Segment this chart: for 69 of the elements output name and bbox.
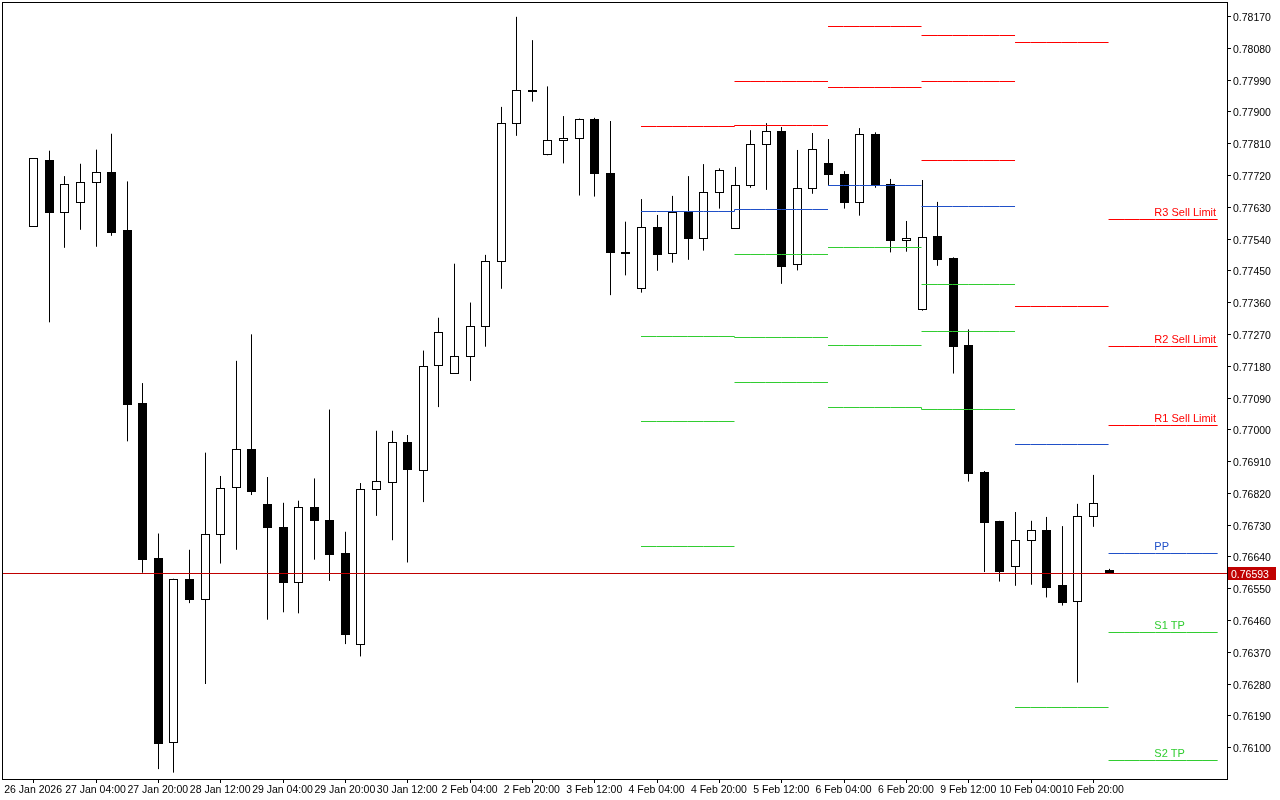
x-tick-label: 6 Feb 20:00 xyxy=(877,783,935,795)
x-tick-label: 2 Feb 20:00 xyxy=(503,783,561,795)
candlestick xyxy=(528,39,537,103)
y-tick-label: 0.78170 xyxy=(1233,10,1272,23)
candlestick xyxy=(185,549,194,604)
y-tick-label: 0.77630 xyxy=(1233,201,1272,214)
y-tick-label: 0.77360 xyxy=(1233,296,1272,309)
candlestick xyxy=(92,149,101,248)
y-tick-label: 0.76100 xyxy=(1233,741,1272,754)
x-tick-label: 29 Jan 04:00 xyxy=(252,783,314,795)
x-tick-label: 10 Feb 04:00 xyxy=(999,783,1062,795)
y-tick-label: 0.77900 xyxy=(1233,105,1272,118)
y-tick-label: 0.76550 xyxy=(1233,582,1272,595)
y-tick-label: 0.76730 xyxy=(1233,519,1272,532)
candlestick xyxy=(1027,520,1036,586)
x-tick-label: 28 Jan 12:00 xyxy=(189,783,251,795)
x-tick-label: 2 Feb 04:00 xyxy=(441,783,498,795)
candlestick xyxy=(310,477,319,561)
series-label: S1 TP xyxy=(1154,618,1185,631)
y-tick-label: 0.76280 xyxy=(1233,678,1272,691)
candlestick xyxy=(1058,525,1067,607)
candlestick xyxy=(450,263,459,374)
x-tick-label: 27 Jan 20:00 xyxy=(127,783,189,795)
x-tick-label: 26 Jan 2026 xyxy=(4,783,63,795)
y-tick-label: 0.76910 xyxy=(1233,455,1272,468)
candlestick xyxy=(76,163,85,231)
y-tick-label: 0.77270 xyxy=(1233,328,1272,341)
candlestick xyxy=(559,115,568,164)
y-tick-label: 0.77720 xyxy=(1233,169,1272,182)
y-tick-label: 0.77090 xyxy=(1233,392,1272,405)
candlestick xyxy=(824,138,833,186)
series-label: S2 TP xyxy=(1154,746,1185,759)
candlestick xyxy=(575,118,584,197)
candlestick xyxy=(263,476,272,621)
x-tick-label: 4 Feb 04:00 xyxy=(628,783,685,795)
candlestick xyxy=(762,122,771,191)
candlestick xyxy=(715,167,724,210)
candlestick xyxy=(621,221,630,276)
y-tick-label: 0.76190 xyxy=(1233,709,1272,722)
y-tick-label: 0.77180 xyxy=(1233,360,1272,373)
x-tick-label: 6 Feb 04:00 xyxy=(815,783,872,795)
x-tick-label: 5 Feb 12:00 xyxy=(753,783,810,795)
candlestick xyxy=(902,220,911,253)
series-label: R1 Sell Limit xyxy=(1154,411,1217,424)
y-tick-label: 0.77450 xyxy=(1233,264,1272,277)
y-tick-label: 0.76820 xyxy=(1233,487,1272,500)
candlestick xyxy=(543,85,552,156)
y-tick-label: 0.76460 xyxy=(1233,614,1272,627)
candlestick xyxy=(1089,474,1098,528)
x-tick-label: 3 Feb 12:00 xyxy=(566,783,623,795)
series-label: R3 Sell Limit xyxy=(1154,205,1217,218)
y-tick-label: 0.76370 xyxy=(1233,646,1272,659)
x-tick-label: 29 Jan 20:00 xyxy=(314,783,376,795)
x-tick-label: 27 Jan 04:00 xyxy=(65,783,127,795)
y-tick-label: 0.77540 xyxy=(1233,233,1272,246)
y-tick-label: 0.77810 xyxy=(1233,137,1272,150)
y-tick-label: 0.77000 xyxy=(1233,423,1272,436)
series-label: R2 Sell Limit xyxy=(1154,332,1217,345)
x-tick-label: 9 Feb 12:00 xyxy=(940,783,997,795)
candlestick xyxy=(933,201,942,267)
x-tick-label: 10 Feb 20:00 xyxy=(1062,783,1125,795)
series-label: PP xyxy=(1154,539,1170,552)
y-tick-label: 0.78080 xyxy=(1233,42,1272,55)
y-tick-label: 0.77990 xyxy=(1233,74,1272,87)
y-tick-label: 0.76640 xyxy=(1233,550,1272,563)
ref-line-label: 0.76593 xyxy=(1231,567,1270,580)
candlestick xyxy=(372,430,381,517)
x-tick-label: 4 Feb 20:00 xyxy=(690,783,748,795)
x-tick-label: 30 Jan 12:00 xyxy=(376,783,438,795)
